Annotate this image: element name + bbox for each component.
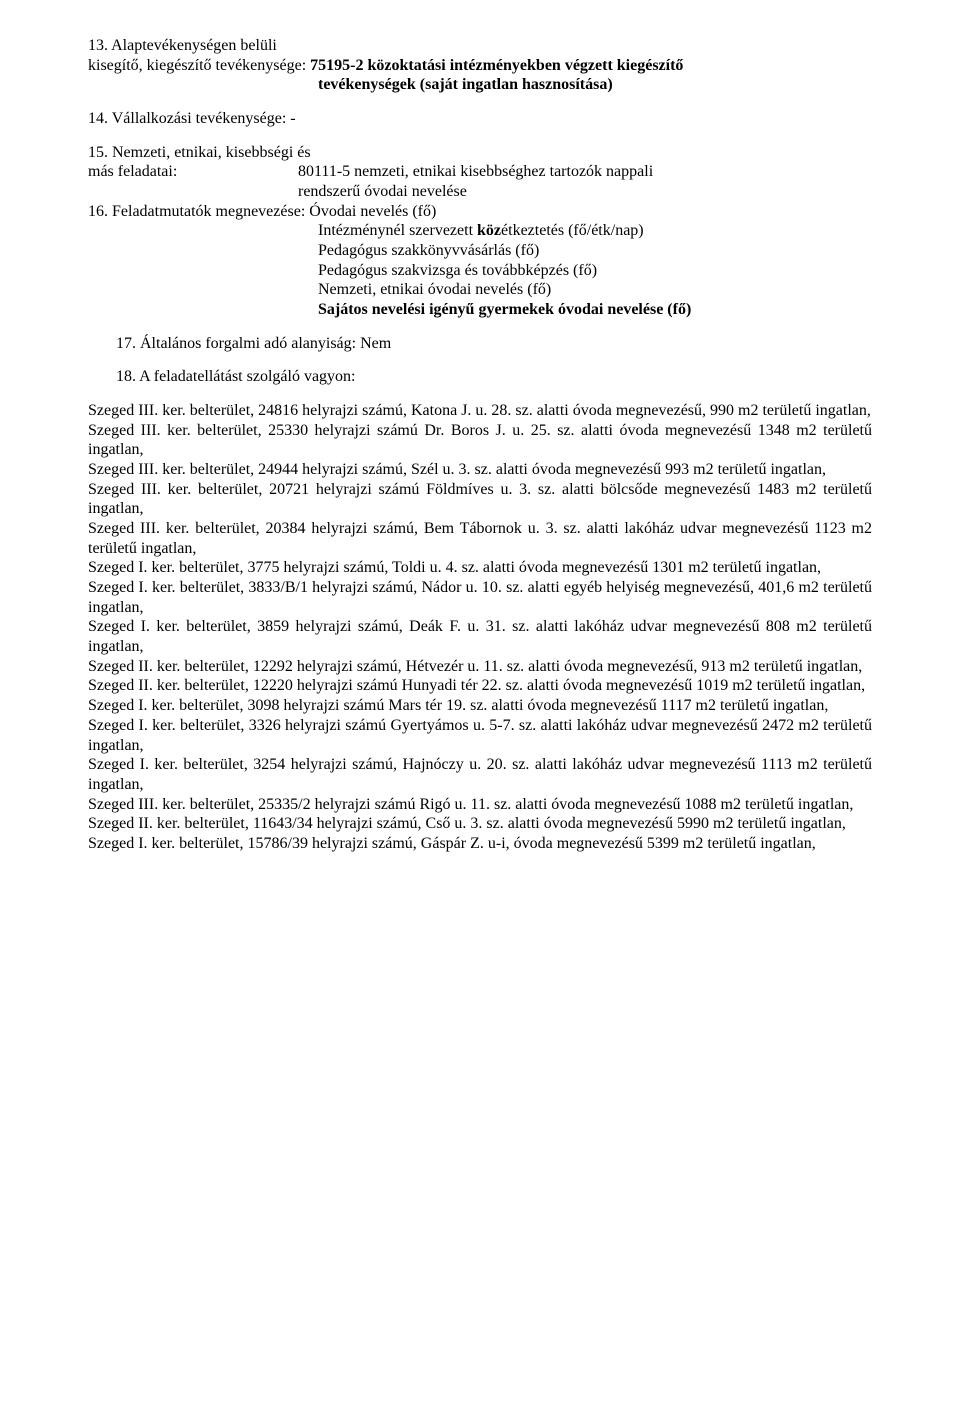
property-entry: Szeged I. ker. belterület, 3098 helyrajz… — [88, 696, 872, 716]
item-14: 14. Vállalkozási tevékenysége: - — [88, 109, 872, 129]
item-16-line3: Pedagógus szakkönyvvásárlás (fő) — [88, 241, 872, 261]
item-16-l2c: étkeztetés (fő/étk/nap) — [501, 222, 644, 239]
item-18: 18. A feladatellátást szolgáló vagyon: — [88, 367, 872, 387]
property-entry: Szeged I. ker. belterület, 3254 helyrajz… — [88, 755, 872, 794]
item-16-line1: 16. Feladatmutatók megnevezése: Óvodai n… — [88, 202, 872, 222]
property-entry: Szeged I. ker. belterület, 3859 helyrajz… — [88, 617, 872, 656]
item-15-line2b: 80111-5 nemzeti, etnikai kisebbséghez ta… — [298, 163, 653, 180]
property-entry: Szeged I. ker. belterület, 3833/B/1 hely… — [88, 578, 872, 617]
item-15-line2: más feladatai:80111-5 nemzeti, etnikai k… — [88, 162, 872, 182]
property-entry: Szeged III. ker. belterület, 24944 helyr… — [88, 460, 872, 480]
property-entry: Szeged II. ker. belterület, 12292 helyra… — [88, 657, 872, 677]
property-entry: Szeged II. ker. belterület, 11643/34 hel… — [88, 814, 872, 834]
property-entry: Szeged III. ker. belterület, 25335/2 hel… — [88, 795, 872, 815]
property-entry: Szeged I. ker. belterület, 15786/39 hely… — [88, 834, 872, 854]
item-16-l2b: köz — [477, 222, 501, 239]
property-entry: Szeged III. ker. belterület, 25330 helyr… — [88, 421, 872, 460]
property-entry: Szeged I. ker. belterület, 3775 helyrajz… — [88, 558, 872, 578]
item-16-line4: Pedagógus szakvizsga és továbbképzés (fő… — [88, 261, 872, 281]
item-13-line1: 13. Alaptevékenységen belüli — [88, 36, 872, 56]
item-16-line5: Nemzeti, etnikai óvodai nevelés (fő) — [88, 280, 872, 300]
property-entry: Szeged III. ker. belterület, 24816 helyr… — [88, 401, 872, 421]
item-16-line6: Sajátos nevelési igényű gyermekek óvodai… — [88, 300, 872, 320]
item-13-line2: kisegítő, kiegészítő tevékenysége: 75195… — [88, 56, 872, 76]
item-15-line3: rendszerű óvodai nevelése — [88, 182, 872, 202]
property-entry: Szeged I. ker. belterület, 3326 helyrajz… — [88, 716, 872, 755]
item-15-line1: 15. Nemzeti, etnikai, kisebbségi és — [88, 143, 872, 163]
item-17: 17. Általános forgalmi adó alanyiság: Ne… — [88, 334, 872, 354]
property-entry: Szeged III. ker. belterület, 20384 helyr… — [88, 519, 872, 558]
item-13-line2b: 75195-2 közoktatási intézményekben végze… — [310, 57, 683, 74]
item-16-line2: Intézménynél szervezett közétkeztetés (f… — [88, 221, 872, 241]
item-13-line2a: kisegítő, kiegészítő tevékenysége: — [88, 57, 310, 74]
property-entry: Szeged II. ker. belterület, 12220 helyra… — [88, 676, 872, 696]
item-13-line3: tevékenységek (saját ingatlan hasznosítá… — [88, 75, 872, 95]
item-15-line2a: más feladatai: — [88, 162, 298, 182]
item-16-l2a: Intézménynél szervezett — [318, 222, 477, 239]
property-entry: Szeged III. ker. belterület, 20721 helyr… — [88, 480, 872, 519]
property-list: Szeged III. ker. belterület, 24816 helyr… — [88, 401, 872, 853]
